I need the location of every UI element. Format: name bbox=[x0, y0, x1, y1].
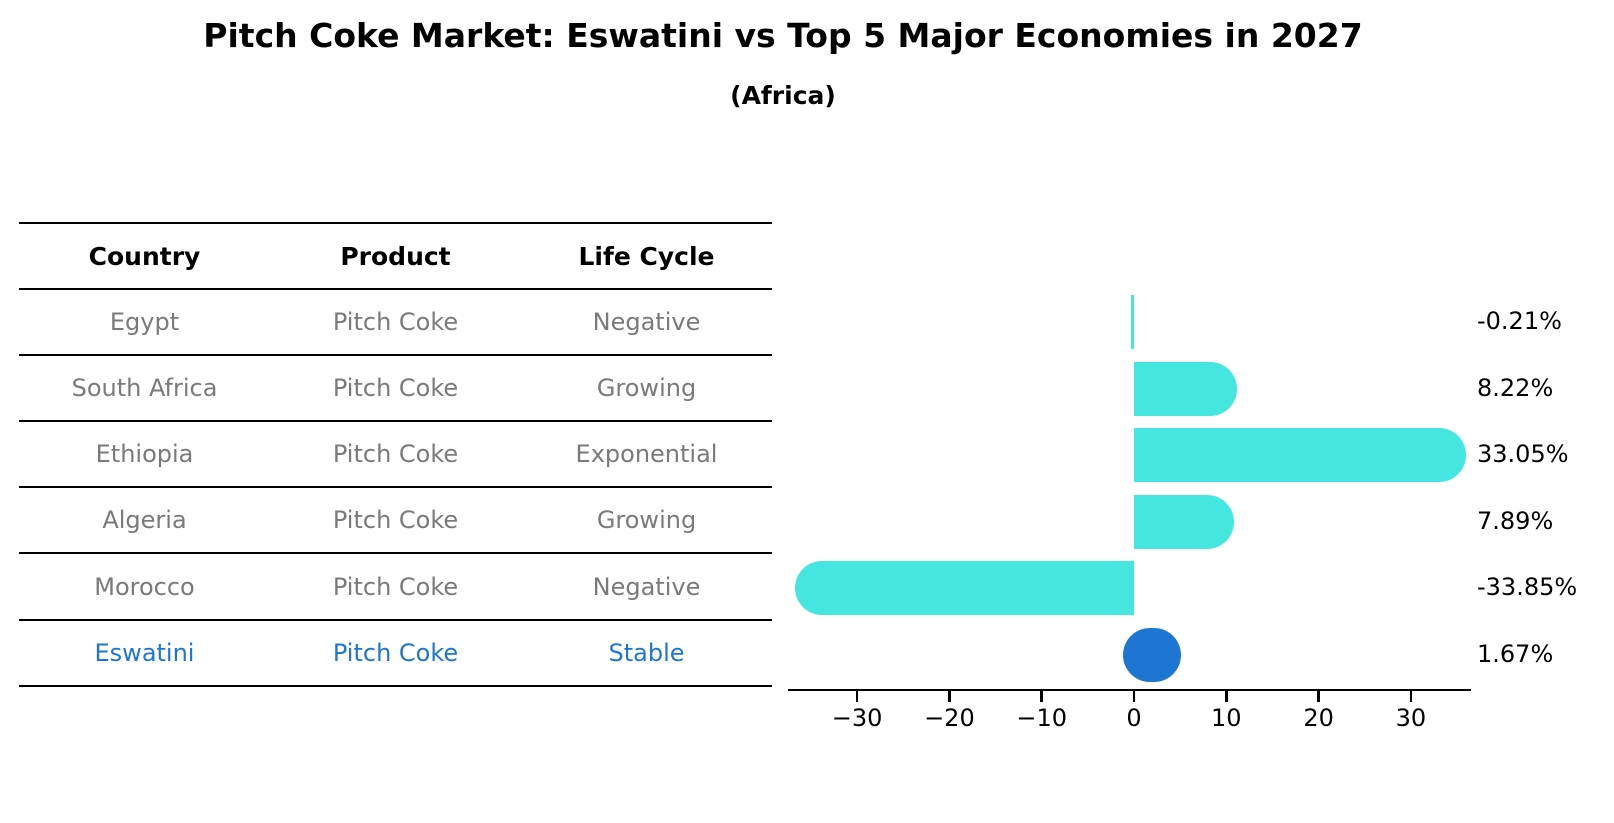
bar-south-africa bbox=[1134, 361, 1237, 416]
table-row: Morocco Pitch Coke Negative bbox=[19, 552, 772, 618]
bar-eswatini bbox=[1123, 627, 1182, 682]
life-cycle-cell: Exponential bbox=[575, 440, 718, 469]
bar-egypt bbox=[1131, 294, 1134, 349]
x-axis-tick bbox=[1317, 691, 1320, 702]
x-axis-tick-label: 30 bbox=[1395, 704, 1427, 732]
table-row: Ethiopia Pitch Coke Exponential bbox=[19, 420, 772, 486]
product-cell: Pitch Coke bbox=[332, 572, 459, 601]
value-label: 7.89% bbox=[1477, 506, 1554, 535]
value-label: 8.22% bbox=[1477, 373, 1554, 402]
country-cell: Algeria bbox=[102, 506, 187, 535]
x-axis bbox=[788, 688, 1471, 691]
chart-title: Pitch Coke Market: Eswatini vs Top 5 Maj… bbox=[203, 16, 1363, 55]
x-axis-tick bbox=[1409, 691, 1413, 702]
value-label: 33.05% bbox=[1477, 440, 1569, 469]
x-axis-tick-label: −10 bbox=[1016, 704, 1068, 732]
value-label: 1.67% bbox=[1477, 639, 1554, 668]
country-cell: Egypt bbox=[109, 308, 180, 337]
table-header-row: Country Product Life Cycle bbox=[19, 222, 772, 288]
x-axis-tick-label: 0 bbox=[1126, 704, 1142, 732]
x-axis-tick bbox=[1132, 691, 1136, 702]
table-row: Algeria Pitch Coke Growing bbox=[19, 486, 772, 552]
country-cell: Ethiopia bbox=[95, 440, 194, 469]
x-axis-tick-label: 10 bbox=[1211, 704, 1242, 732]
product-cell: Pitch Coke bbox=[332, 308, 459, 337]
life-cycle-cell: Negative bbox=[592, 308, 701, 337]
life-cycle-cell: Growing bbox=[596, 374, 697, 403]
country-cell: Eswatini bbox=[94, 638, 195, 667]
x-axis-tick-label: −30 bbox=[831, 704, 883, 732]
chart-subtitle: (Africa) bbox=[730, 81, 836, 110]
header-country: Country bbox=[88, 241, 201, 271]
x-axis-tick-label: −20 bbox=[924, 704, 975, 732]
value-label: -0.21% bbox=[1477, 306, 1562, 335]
header-life-cycle: Life Cycle bbox=[578, 241, 715, 271]
country-cell: South Africa bbox=[71, 374, 218, 403]
country-cell: Morocco bbox=[94, 572, 195, 601]
bar-morocco bbox=[794, 561, 1134, 616]
product-cell: Pitch Coke bbox=[332, 440, 459, 469]
x-axis-tick bbox=[1225, 691, 1228, 702]
x-axis-tick bbox=[948, 691, 951, 702]
header-product: Product bbox=[340, 241, 451, 271]
product-cell: Pitch Coke bbox=[332, 638, 459, 667]
product-cell: Pitch Coke bbox=[332, 374, 459, 403]
life-cycle-cell: Negative bbox=[592, 572, 701, 601]
bar-algeria bbox=[1134, 494, 1234, 549]
x-axis-tick bbox=[1040, 691, 1043, 702]
product-cell: Pitch Coke bbox=[332, 506, 459, 535]
table-row-highlighted: Eswatini Pitch Coke Stable bbox=[19, 618, 772, 685]
country-table: Country Product Life Cycle Egypt Pitch C… bbox=[19, 222, 772, 687]
life-cycle-cell: Stable bbox=[608, 638, 685, 667]
life-cycle-cell: Growing bbox=[596, 506, 697, 535]
x-axis-tick bbox=[855, 691, 859, 702]
value-label: -33.85% bbox=[1477, 573, 1578, 602]
table-row: South Africa Pitch Coke Growing bbox=[19, 354, 772, 420]
table-row: Egypt Pitch Coke Negative bbox=[19, 288, 772, 354]
x-axis-tick-label: 20 bbox=[1303, 704, 1334, 732]
bar-ethiopia bbox=[1134, 428, 1467, 483]
